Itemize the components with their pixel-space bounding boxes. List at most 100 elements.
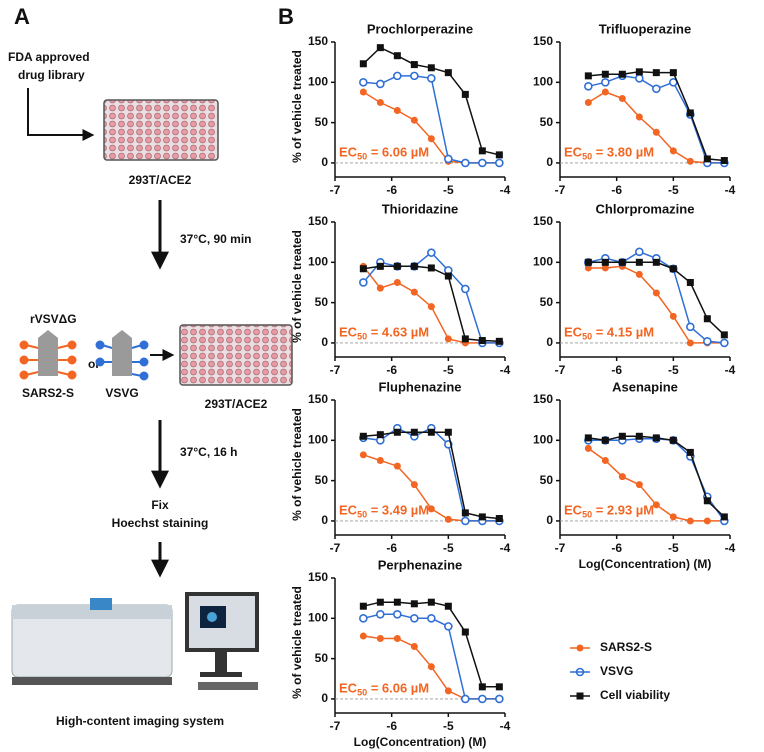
y-tick-label: 50 (315, 115, 329, 129)
y-tick-label: 150 (533, 392, 553, 406)
chart-title: Fluphenazine (378, 379, 461, 394)
x-tick-label: -5 (443, 363, 454, 377)
point (461, 335, 469, 343)
point (393, 598, 401, 606)
step-text: rVSVΔG (30, 312, 77, 326)
ec50-part: = 4.63 µM (367, 325, 429, 340)
y-tick-label: 100 (308, 610, 328, 624)
point (618, 70, 626, 78)
point (376, 598, 384, 606)
step-text: 37°C, 90 min (180, 232, 252, 246)
point (410, 481, 418, 489)
ec50-part: 50 (357, 332, 367, 342)
chart-title: Asenapine (612, 379, 678, 394)
y-tick-label: 150 (308, 214, 328, 228)
point (618, 432, 626, 440)
ec50-label: EC50 = 6.06 µM (339, 145, 429, 162)
point (393, 428, 401, 436)
point (669, 513, 677, 521)
point (376, 44, 384, 52)
point (601, 88, 609, 96)
ec50-part: = 3.49 µM (367, 503, 429, 518)
y-tick-label: 50 (540, 115, 554, 129)
point (376, 98, 384, 106)
ec50-part: EC (564, 503, 583, 518)
x-tick-label: -5 (668, 363, 679, 377)
point (376, 79, 385, 89)
point (461, 516, 470, 526)
point (669, 312, 677, 320)
point (635, 270, 643, 278)
point (478, 147, 486, 155)
plate-label: 293T/ACE2 (129, 173, 192, 187)
x-tick-label: -6 (386, 719, 397, 733)
point (686, 109, 694, 117)
point (427, 135, 435, 143)
point (635, 68, 643, 76)
point (427, 303, 435, 311)
chart-title: Chlorpromazine (596, 201, 695, 216)
y-tick-label: 0 (321, 513, 328, 527)
x-tick-label: -4 (500, 183, 511, 197)
system-label: High-content imaging system (56, 714, 224, 728)
point (601, 78, 610, 87)
x-axis-label: Log(Concentration) (M) (579, 557, 712, 571)
point (427, 264, 435, 272)
x-tick-label: -4 (725, 541, 736, 555)
legend-label: Cell viability (600, 688, 670, 702)
point (444, 272, 452, 280)
point (427, 248, 436, 257)
point (669, 436, 677, 444)
legend-entry: VSVG (570, 664, 633, 678)
x-tick-label: -5 (443, 541, 454, 555)
point (495, 337, 503, 345)
point (359, 278, 368, 287)
point (359, 78, 368, 87)
x-tick-label: -5 (668, 541, 679, 555)
point (410, 288, 418, 296)
panel-label: B (278, 4, 294, 29)
x-tick-label: -6 (611, 183, 622, 197)
point (601, 70, 609, 78)
point (618, 94, 626, 102)
x-tick-label: -6 (386, 183, 397, 197)
y-tick-label: 100 (308, 74, 328, 88)
point (635, 258, 643, 266)
point (686, 322, 695, 332)
point (652, 84, 661, 94)
point (618, 258, 626, 266)
virus-sars (19, 330, 77, 380)
arrow (27, 88, 95, 141)
step-text: FDA approved (8, 50, 90, 64)
x-tick-label: -6 (386, 363, 397, 377)
panel-a: A FDA approved drug library 293T/ACE2 37… (8, 4, 293, 728)
point (478, 158, 487, 168)
point (393, 278, 401, 286)
point (652, 501, 660, 509)
point (584, 258, 592, 266)
ec50-part: EC (339, 145, 358, 160)
chart-title: Trifluoperazine (599, 21, 691, 36)
point (584, 444, 592, 452)
point (410, 116, 418, 124)
y-tick-label: 0 (546, 513, 553, 527)
y-tick-label: 50 (315, 295, 329, 309)
point (495, 694, 504, 704)
legend-label: SARS2-S (600, 640, 652, 654)
point (601, 456, 609, 464)
x-tick-label: -4 (500, 541, 511, 555)
y-axis-label: % of vehicle treated (290, 408, 304, 521)
point (584, 434, 592, 442)
point (686, 157, 694, 165)
point (427, 428, 435, 436)
y-tick-label: 0 (321, 155, 328, 169)
ec50-part: = 2.93 µM (592, 503, 654, 518)
x-tick-label: -7 (555, 363, 566, 377)
point (427, 73, 436, 83)
point (461, 628, 469, 636)
point (393, 634, 401, 642)
y-tick-label: 50 (540, 295, 554, 309)
ec50-label: EC50 = 4.15 µM (564, 325, 654, 342)
point (686, 517, 694, 525)
ec50-label: EC50 = 3.80 µM (564, 145, 654, 162)
